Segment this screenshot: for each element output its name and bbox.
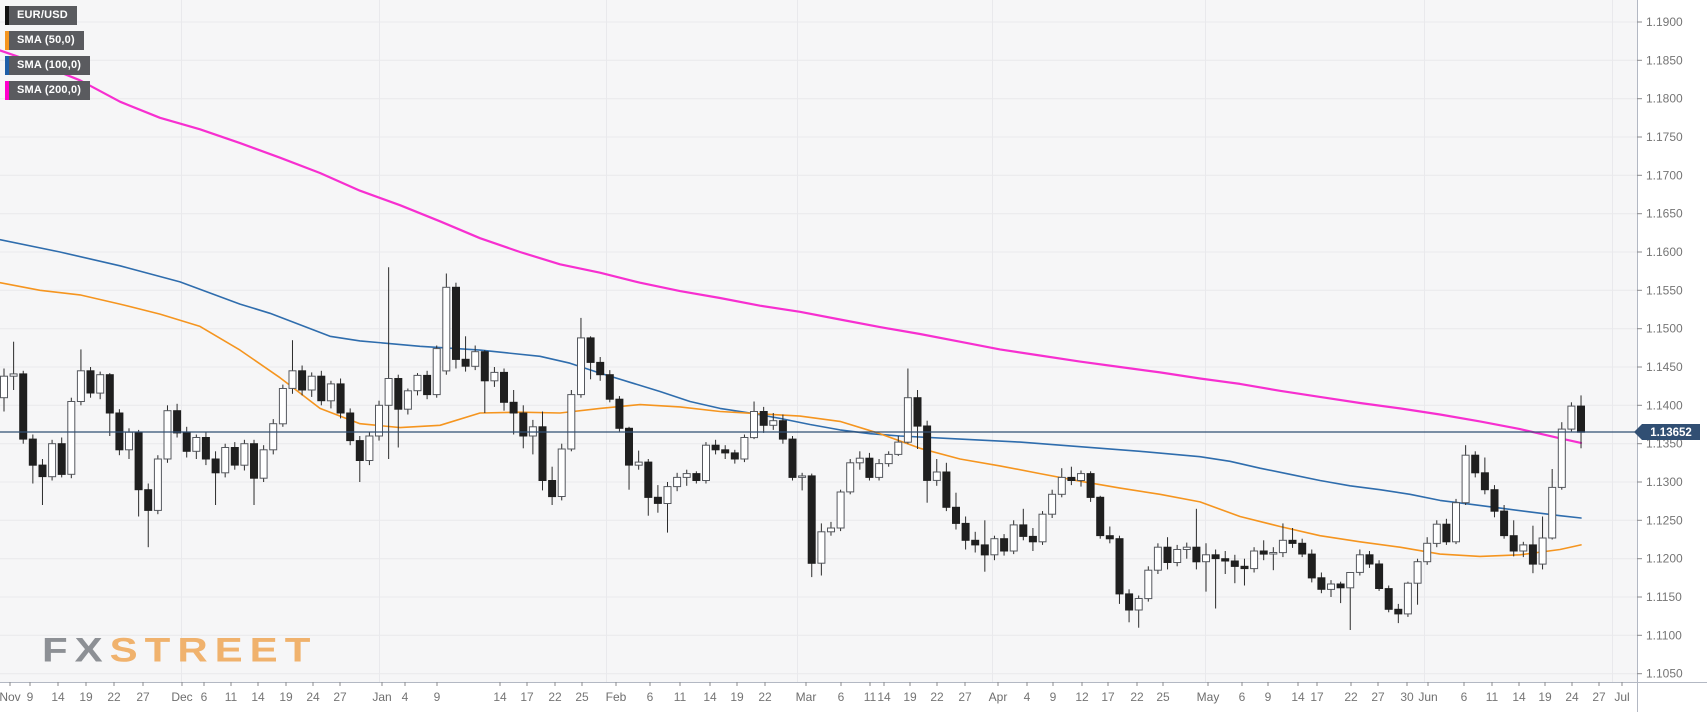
- price-axis-label: 1.1650: [1646, 207, 1683, 221]
- last-price-value: 1.13652: [1650, 427, 1692, 439]
- date-axis: Nov 9 14 19 22 27 Dec 6 11 14 19 24 27 Jan 4 9 14 17 22 25 F…: [0, 682, 1630, 704]
- date-axis-label: 22: [930, 690, 944, 704]
- date-axis-label: 9: [27, 690, 34, 704]
- date-axis-label: 25: [575, 690, 589, 704]
- 2000-sma-line: [0, 49, 1583, 444]
- month-gridlines: [181, 0, 1613, 682]
- fxstreet-logo-street: STREET: [109, 630, 318, 670]
- legend-item-eurusd[interactable]: EUR/USD: [5, 6, 77, 25]
- date-axis-label: 27: [1371, 690, 1385, 704]
- date-axis-label: 22: [548, 690, 562, 704]
- date-axis-label: 4: [402, 690, 409, 704]
- last-price-badge: 1.13652: [1634, 424, 1700, 440]
- date-axis-label: 12: [1075, 690, 1089, 704]
- date-axis-label: 22: [1344, 690, 1358, 704]
- fxstreet-logo: FXSTREET: [42, 633, 317, 667]
- price-axis-label: 1.1500: [1646, 322, 1683, 336]
- date-axis-label: 14: [1291, 690, 1305, 704]
- price-axis-label: 1.1200: [1646, 552, 1683, 566]
- date-axis-label: 19: [903, 690, 917, 704]
- date-axis-label: 17: [1310, 690, 1324, 704]
- date-axis-label: 19: [730, 690, 744, 704]
- date-axis-label: 9: [1050, 690, 1057, 704]
- month-axis-label: Feb: [606, 690, 627, 704]
- price-axis-label: 1.1300: [1646, 475, 1683, 489]
- month-axis-label: May: [1197, 690, 1220, 704]
- month-axis-label: Jan: [372, 690, 391, 704]
- date-axis-label: 4: [1024, 690, 1031, 704]
- month-axis-label: Mar: [796, 690, 817, 704]
- 1000-sma-line: [0, 238, 1582, 519]
- date-axis-label: 6: [1461, 690, 1468, 704]
- 500-sma-line: [0, 281, 1582, 558]
- date-axis-label: 11: [674, 690, 687, 704]
- price-axis-label: 1.1700: [1646, 168, 1683, 182]
- date-axis-label: 14: [877, 690, 891, 704]
- date-axis-label: 6: [647, 690, 654, 704]
- price-axis-label: 1.1850: [1646, 53, 1683, 67]
- chart-legend: EUR/USD SMA (50,0) SMA (100,0) SMA (200,…: [5, 6, 91, 106]
- date-axis-label: 11: [225, 690, 238, 704]
- date-axis-label: 22: [1130, 690, 1144, 704]
- price-axis-label: 1.1150: [1646, 590, 1682, 604]
- date-axis-label: 14: [1512, 690, 1526, 704]
- date-axis-label: 19: [79, 690, 93, 704]
- candles-layer: [0, 267, 1585, 630]
- date-axis-label: 9: [1265, 690, 1272, 704]
- legend-item-sma100[interactable]: SMA (100,0): [5, 56, 91, 75]
- fxstreet-logo-fx: FX: [42, 630, 110, 670]
- date-axis-label: 30: [1400, 690, 1414, 704]
- date-axis-label: 24: [1565, 690, 1579, 704]
- month-axis-label: Nov: [0, 690, 21, 704]
- date-axis-label: 27: [1592, 690, 1606, 704]
- date-axis-label: 27: [958, 690, 972, 704]
- price-axis-label: 1.1600: [1646, 245, 1683, 259]
- date-axis-label: 27: [333, 690, 347, 704]
- month-axis-label: Jul: [1614, 690, 1629, 704]
- price-axis-label: 1.1350: [1646, 437, 1683, 451]
- date-axis-label: 17: [520, 690, 534, 704]
- price-axis-label: 1.1100: [1646, 628, 1682, 642]
- price-axis-label: 1.1900: [1646, 15, 1683, 29]
- month-axis-label: Apr: [989, 690, 1008, 704]
- date-axis-label: 17: [1101, 690, 1115, 704]
- date-axis-label: 19: [279, 690, 293, 704]
- legend-item-sma200[interactable]: SMA (200,0): [5, 81, 91, 100]
- date-axis-label: 25: [1156, 690, 1170, 704]
- price-axis-label: 1.1450: [1646, 360, 1683, 374]
- date-axis-label: 11: [864, 690, 877, 704]
- date-axis-label: 6: [838, 690, 845, 704]
- price-axis-label: 1.1250: [1646, 513, 1683, 527]
- price-axis-label: 1.1750: [1646, 130, 1683, 144]
- date-axis-label: 22: [758, 690, 772, 704]
- price-axis-label: 1.1550: [1646, 283, 1683, 297]
- date-axis-label: 11: [1486, 690, 1499, 704]
- date-axis-label: 24: [306, 690, 320, 704]
- month-axis-label: Jun: [1418, 690, 1437, 704]
- legend-item-sma50[interactable]: SMA (50,0): [5, 31, 84, 50]
- date-axis-label: 6: [1239, 690, 1246, 704]
- month-axis-label: Dec: [171, 690, 192, 704]
- date-axis-label: 19: [1538, 690, 1552, 704]
- plot-background: [0, 0, 1637, 682]
- date-axis-label: 14: [51, 690, 65, 704]
- date-axis-label: 22: [107, 690, 121, 704]
- price-axis-label: 1.1050: [1646, 667, 1683, 681]
- price-axis-label: 1.1400: [1646, 398, 1683, 412]
- price-axis: 1.1900 1.1850 1.1800 1.1750 1.1700 1.1650 1.16…: [1637, 15, 1683, 681]
- date-axis-label: 27: [136, 690, 150, 704]
- date-axis-label: 14: [703, 690, 717, 704]
- date-axis-label: 6: [201, 690, 208, 704]
- date-axis-label: 9: [434, 690, 441, 704]
- price-axis-label: 1.1800: [1646, 92, 1683, 106]
- date-axis-label: 14: [493, 690, 507, 704]
- date-axis-label: 14: [251, 690, 265, 704]
